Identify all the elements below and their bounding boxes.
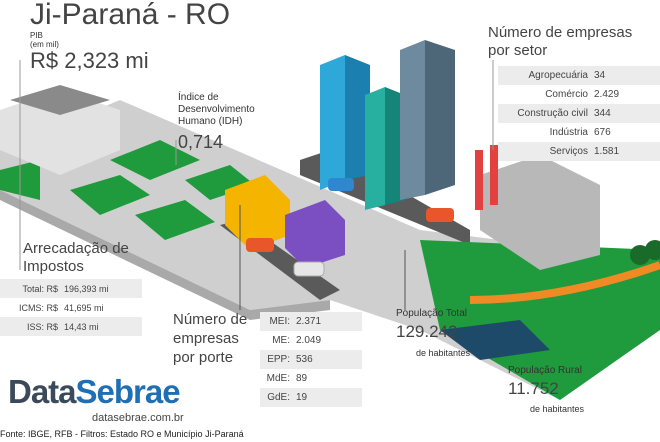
porte-table: MEI: 2.371 ME: 2.049 EPP: 536 MdE: 89 GdE: 19 <box>260 312 362 407</box>
pop-rural-label: População Rural <box>508 365 582 376</box>
table-row: MEI: 2.371 <box>260 312 362 331</box>
porte-title: Número de empresas por porte <box>173 311 248 366</box>
table-row: EPP: 536 <box>260 350 362 369</box>
table-row: GdE: 19 <box>260 388 362 407</box>
setor-table: Agropecuária 34 Comércio 2.429 Construção … <box>498 66 660 161</box>
table-row: Construção civil 344 <box>498 104 660 123</box>
setor-title: Número de empresas por setor <box>488 24 633 59</box>
table-row: ME: 2.049 <box>272 335 322 346</box>
pop-total-unit: de habitantes <box>416 348 471 358</box>
datasebrae-logo: DataSebrae <box>8 373 181 410</box>
source-note: Fonte: IBGE, RFB - Filtros: Estado RO e … <box>0 429 244 439</box>
table-row: ISS: R$ 14,43 mi <box>0 317 142 336</box>
page-title: Ji-Paraná - RO <box>30 0 231 31</box>
pib-label: PIB (em mil) <box>30 31 59 49</box>
pop-rural-unit: de habitantes <box>530 404 585 414</box>
table-row: Serviços 1.581 <box>498 142 660 161</box>
pop-rural-value: 11.752 <box>508 379 559 398</box>
table-row: Total: R$ 196,393 mi <box>0 279 142 298</box>
impostos-table: Total: R$ 196,393 mi ICMS: R$ 41,695 mi IS… <box>0 279 142 336</box>
table-row: MdE: 89 <box>266 373 308 384</box>
impostos-title: Arrecadação de Impostos <box>23 240 129 275</box>
table-row: Agropecuária 34 <box>498 66 660 85</box>
website-link[interactable]: datasebrae.com.br <box>92 412 184 424</box>
idh-value: 0,714 <box>178 132 224 152</box>
table-row: Indústria 676 <box>549 127 611 138</box>
table-row: Comércio 2.429 <box>545 89 620 100</box>
pop-total-value: 129.242 <box>396 322 458 341</box>
pib-value: R$ 2,323 mi <box>30 48 149 73</box>
idh-label: Índice de Desenvolvimento Humano (IDH) <box>178 92 255 127</box>
pop-total-label: População Total <box>396 308 467 319</box>
table-row: ICMS: R$ 41,695 mi <box>18 302 104 313</box>
